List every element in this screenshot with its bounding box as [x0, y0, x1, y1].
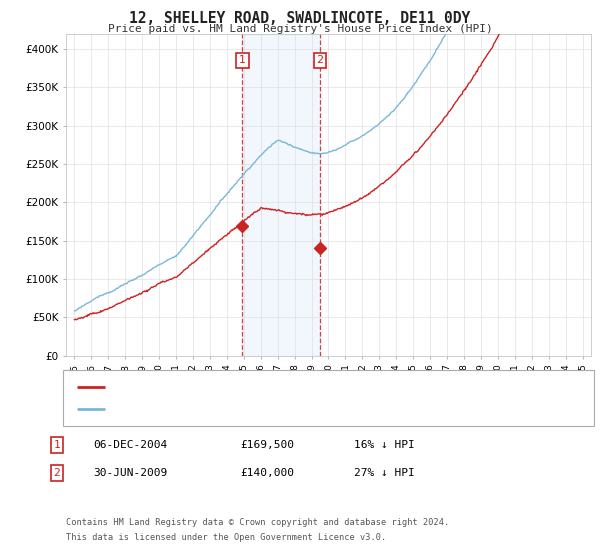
Text: This data is licensed under the Open Government Licence v3.0.: This data is licensed under the Open Gov… [66, 533, 386, 542]
Text: 2: 2 [316, 55, 323, 66]
Text: 2: 2 [53, 468, 61, 478]
Text: 16% ↓ HPI: 16% ↓ HPI [354, 440, 415, 450]
Text: Contains HM Land Registry data © Crown copyright and database right 2024.: Contains HM Land Registry data © Crown c… [66, 518, 449, 527]
Text: 1: 1 [239, 55, 246, 66]
Text: 12, SHELLEY ROAD, SWADLINCOTE, DE11 0DY (detached house): 12, SHELLEY ROAD, SWADLINCOTE, DE11 0DY … [112, 381, 448, 391]
Text: Price paid vs. HM Land Registry's House Price Index (HPI): Price paid vs. HM Land Registry's House … [107, 24, 493, 34]
Text: 06-DEC-2004: 06-DEC-2004 [93, 440, 167, 450]
Text: 1: 1 [53, 440, 61, 450]
Text: 30-JUN-2009: 30-JUN-2009 [93, 468, 167, 478]
Text: 27% ↓ HPI: 27% ↓ HPI [354, 468, 415, 478]
Text: £169,500: £169,500 [240, 440, 294, 450]
Text: 12, SHELLEY ROAD, SWADLINCOTE, DE11 0DY: 12, SHELLEY ROAD, SWADLINCOTE, DE11 0DY [130, 11, 470, 26]
Text: £140,000: £140,000 [240, 468, 294, 478]
Text: HPI: Average price, detached house, South Derbyshire: HPI: Average price, detached house, Sout… [112, 404, 424, 414]
Bar [242, 34, 320, 356]
